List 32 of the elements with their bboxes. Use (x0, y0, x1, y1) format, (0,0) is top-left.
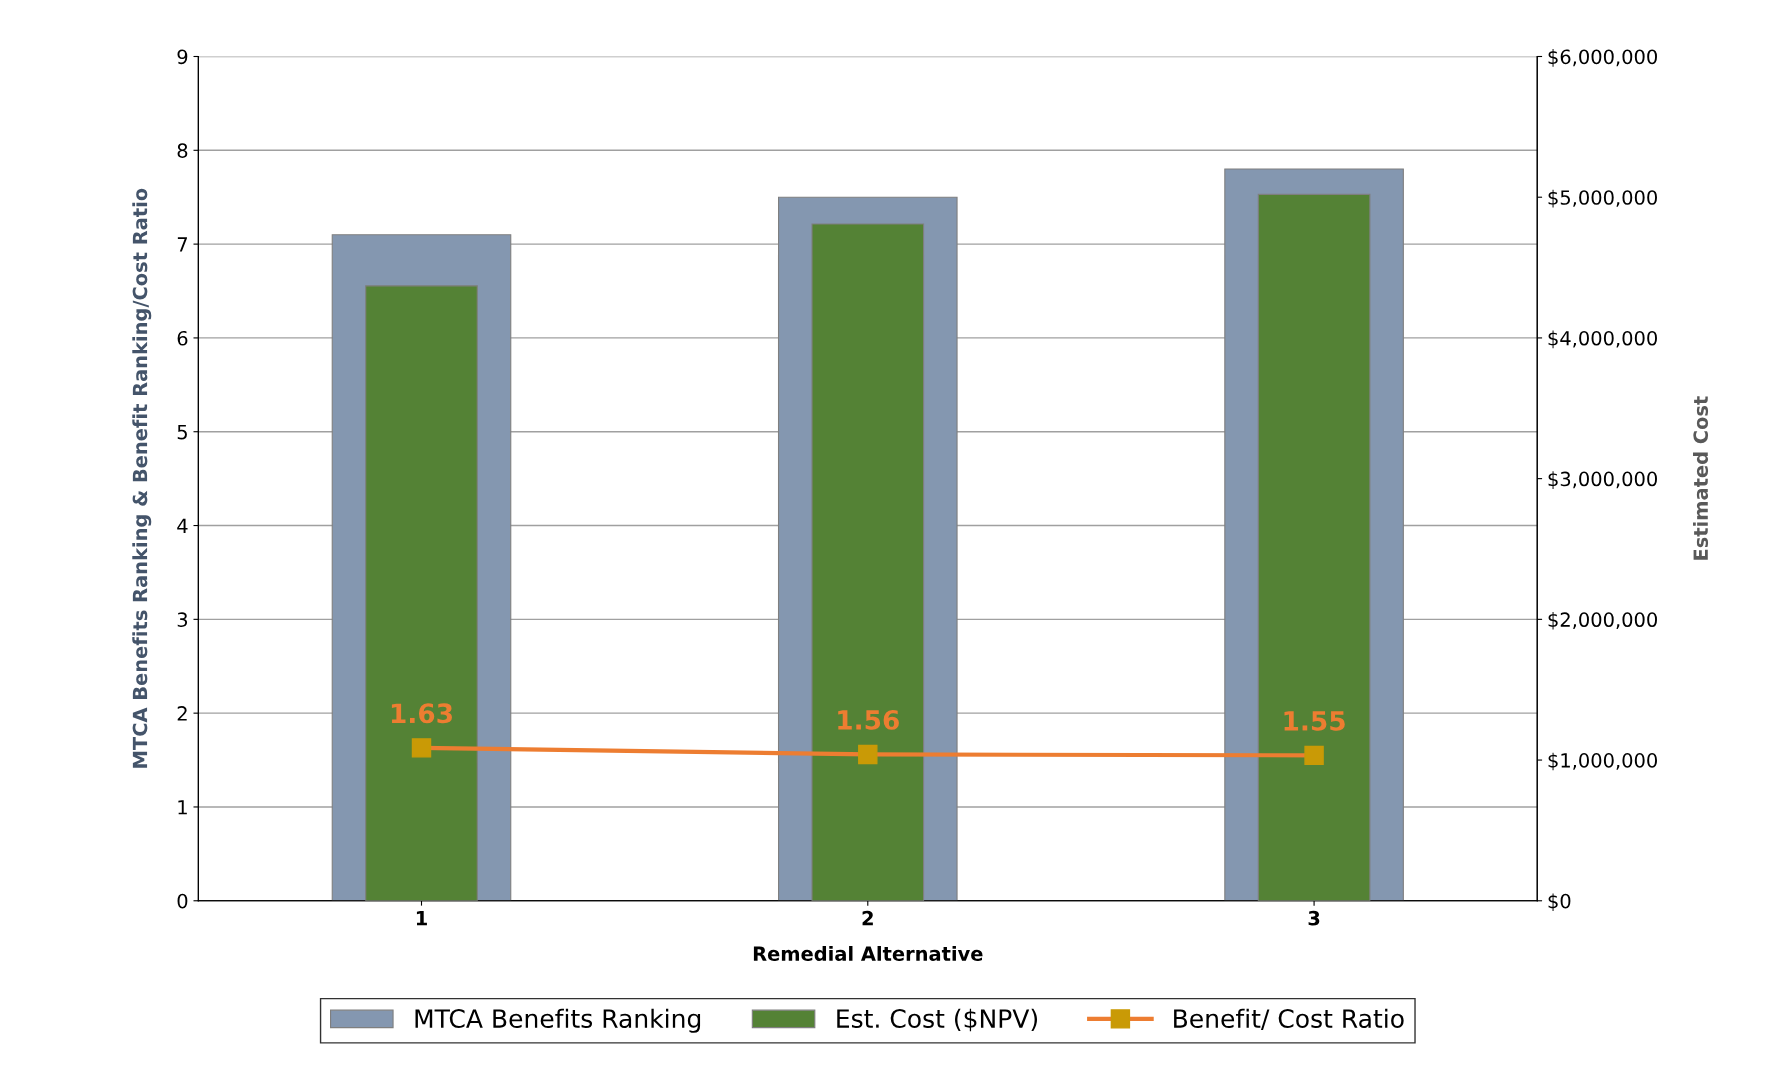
x-tick-label: 1 (416, 911, 427, 926)
legend-label: Est. Cost ($NPV) (837, 1008, 1038, 1032)
legend-label: Benefit/ Cost Ratio (1174, 1008, 1404, 1030)
data-label: 1.56 (838, 709, 899, 730)
y2-tick-label: $4,000,000 (1548, 330, 1657, 349)
y-tick-label: 2 (177, 706, 187, 721)
legend-label: MTCA Benefits Ranking (415, 1008, 701, 1033)
x-tick-label: 2 (862, 910, 873, 926)
y-tick-label: 7 (177, 237, 187, 252)
x-axis-title: Remedial Alternative (753, 945, 983, 962)
data-label: 1.63 (391, 703, 452, 724)
y2-tick-label: $6,000,000 (1548, 49, 1657, 67)
y-tick-label: 5 (177, 424, 187, 440)
y-tick-label: 4 (177, 518, 188, 533)
y-tick-label: 0 (177, 893, 188, 909)
data-label: 1.55 (1284, 711, 1345, 731)
y2-axis-title: Estimated Cost (1693, 396, 1709, 560)
point (858, 744, 878, 765)
y2-tick-label: $5,000,000 (1548, 189, 1657, 208)
point (1304, 745, 1324, 766)
y-tick-label: 9 (177, 49, 188, 65)
y-tick-label: 8 (177, 143, 188, 158)
point (411, 738, 432, 758)
y2-tick-label: $2,000,000 (1548, 611, 1657, 630)
y-tick-label: 1 (178, 800, 187, 815)
y-tick-label: 3 (177, 612, 188, 628)
y2-tick-label: $1,000,000 (1548, 752, 1657, 771)
y2-tick-label: $3,000,000 (1548, 471, 1657, 489)
y2-tick-label: $0 (1548, 893, 1571, 912)
y-axis-title: MTCA Benefits Ranking & Benefit Ranking/Cost Ratio (132, 188, 152, 768)
y-tick-label: 6 (177, 330, 188, 346)
x-tick-label: 3 (1308, 910, 1320, 926)
